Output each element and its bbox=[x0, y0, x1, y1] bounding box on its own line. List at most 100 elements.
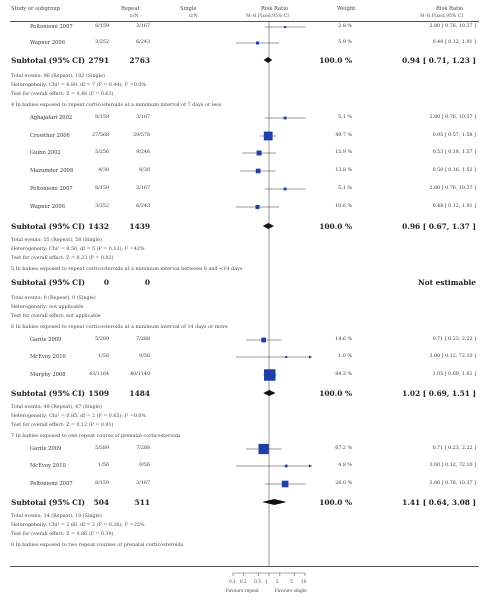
weight-value: 5.9 % bbox=[338, 40, 352, 45]
risk-ratio-ci: Not estimable bbox=[417, 278, 476, 287]
effect-marker bbox=[283, 187, 287, 191]
study-row: McEvoy 2010 1/56 0/56 4.8 % 3.00 [ 0.12, 72.… bbox=[0, 461, 489, 473]
ci-arrow bbox=[309, 464, 312, 468]
effect-marker bbox=[258, 443, 269, 455]
weight-value: 67.2 % bbox=[335, 446, 352, 451]
effect-marker bbox=[284, 25, 287, 29]
risk-ratio-ci: 0.53 [ 0.18, 1.57 ] bbox=[432, 150, 476, 155]
single-events: 9/246 bbox=[136, 150, 150, 155]
study-row: Peltoniemi 2007 8/159 3/167 28.0 % 2.80 [ 0.… bbox=[0, 479, 489, 491]
effect-marker bbox=[256, 41, 260, 45]
summary-note: Total events: 14 (Repeat), 10 (Single) bbox=[11, 514, 102, 519]
risk-ratio-ci: 3.00 [ 0.12, 72.10 ] bbox=[429, 463, 476, 468]
study-name: Garite 2009 bbox=[30, 446, 62, 452]
repeat-events: 1509 bbox=[88, 389, 109, 398]
risk-ratio-ci: 0.48 [ 0.12, 1.91 ] bbox=[432, 204, 476, 209]
repeat-events: 5/289 bbox=[95, 446, 109, 451]
risk-ratio-ci: 2.80 [ 0.76, 10.37 ] bbox=[429, 186, 476, 191]
single-events: 40/1140 bbox=[130, 372, 150, 377]
repeat-events: 0 bbox=[103, 278, 109, 287]
repeat-events: 1432 bbox=[88, 222, 109, 231]
subtotal-row: Subtotal (95% CI) 2791 2763 100.0 % 0.94 [ 0… bbox=[0, 55, 489, 67]
header-rule bbox=[10, 21, 479, 22]
header-risk-ratio-2: Risk Ratio bbox=[436, 6, 464, 12]
single-events: 8/38 bbox=[139, 168, 150, 173]
effect-marker bbox=[261, 337, 267, 343]
study-row: Wapner 2006 3/252 6/243 5.9 % 0.48 [ 0.12, 1… bbox=[0, 38, 489, 50]
pooled-diamond bbox=[263, 390, 276, 396]
header-single: Single bbox=[180, 6, 197, 12]
subgroup-title: 5 In babies exposed to repeat corticoste… bbox=[11, 266, 243, 272]
summary-note: Heterogeneity: Chi² = 0.85, df = 2 (P = … bbox=[11, 414, 147, 419]
single-events: 7/288 bbox=[136, 337, 150, 342]
risk-ratio-ci: 2.80 [ 0.76, 10.37 ] bbox=[429, 481, 476, 486]
single-events: 0/56 bbox=[139, 354, 150, 359]
single-events: 6/243 bbox=[136, 40, 150, 45]
weight-value: 10.6 % bbox=[335, 204, 352, 209]
risk-ratio-ci: 0.71 [ 0.23, 2.22 ] bbox=[432, 446, 476, 451]
single-events: 1439 bbox=[129, 222, 150, 231]
header-repeat: Repeat bbox=[121, 6, 140, 12]
single-events: 29/578 bbox=[133, 133, 150, 138]
study-name: Peltoniemi 2007 bbox=[30, 186, 73, 192]
weight-value: 4.8 % bbox=[338, 463, 352, 468]
header-rr2-method: M-H,Fixed,95% CI bbox=[420, 14, 464, 19]
single-events: 511 bbox=[134, 498, 150, 507]
summary-note: Total events: 0 (Repeat), 0 (Single) bbox=[11, 296, 96, 301]
weight-value: 100.0 % bbox=[319, 498, 352, 507]
subgroup-title: 4 In babies exposed to repeat corticoste… bbox=[11, 102, 222, 108]
study-name: Murphy 2008 bbox=[30, 372, 66, 378]
pooled-diamond bbox=[262, 499, 287, 505]
study-row: Peltoniemi 2007 8/159 3/167 5.1 % 2.80 [ 0.7… bbox=[0, 184, 489, 196]
study-name: Subtotal (95% CI) bbox=[11, 498, 86, 507]
repeat-events: 2791 bbox=[88, 56, 109, 65]
ci-arrow bbox=[309, 355, 312, 359]
summary-note: Test for overall effect: Z = 0.23 (P = 0… bbox=[11, 256, 114, 261]
risk-ratio-ci: 0.96 [ 0.67, 1.37 ] bbox=[402, 222, 476, 231]
summary-note: Test for overall effect: not applicable bbox=[11, 314, 101, 319]
weight-value: 1.0 % bbox=[338, 354, 352, 359]
weight-value: 49.7 % bbox=[335, 133, 352, 138]
risk-ratio-ci: 1.05 [ 0.69, 1.61 ] bbox=[432, 372, 476, 377]
effect-marker bbox=[284, 464, 288, 468]
summary-note: Heterogeneity: Chi² = 6.89, df = 7 (P = … bbox=[11, 83, 147, 88]
header-weight: Weight bbox=[337, 6, 356, 12]
subgroup-title: 8 In babies exposed to two repeat course… bbox=[11, 542, 184, 548]
summary-note: Total events: 96 (Repeat), 102 (Single) bbox=[11, 74, 105, 79]
effect-marker bbox=[285, 356, 288, 358]
repeat-events: 8/159 bbox=[95, 186, 109, 191]
x-tick-label: 1 bbox=[265, 580, 268, 585]
single-events: 3/167 bbox=[136, 115, 150, 120]
study-name: Subtotal (95% CI) bbox=[11, 278, 86, 287]
risk-ratio-ci: 1.41 [ 0.64, 3.08 ] bbox=[402, 498, 476, 507]
single-events: 3/167 bbox=[136, 24, 150, 29]
effect-marker bbox=[281, 480, 289, 488]
study-row: Crowther 2006 27/568 29/578 49.7 % 0.95 [ 0.… bbox=[0, 131, 489, 143]
weight-value: 13.8 % bbox=[335, 168, 352, 173]
effect-marker bbox=[256, 150, 262, 156]
study-name: McEvoy 2010 bbox=[30, 463, 66, 469]
weight-value: 5.1 % bbox=[338, 186, 352, 191]
study-name: McEvoy 2010 bbox=[30, 354, 66, 360]
study-name: Aghajafari 2002 bbox=[30, 115, 73, 121]
summary-note: Heterogeneity: Chi² = 2.66, df = 2 (P = … bbox=[11, 523, 145, 528]
x-tick-label: 5 bbox=[290, 580, 293, 585]
effect-marker bbox=[264, 369, 276, 381]
repeat-events: 5/256 bbox=[95, 150, 109, 155]
effect-marker bbox=[263, 131, 273, 141]
study-row: Mazumder 2008 4/38 8/38 13.8 % 0.50 [ 0.16, … bbox=[0, 166, 489, 178]
single-events: 6/243 bbox=[136, 204, 150, 209]
favours-repeat-label: Favours repeat bbox=[226, 589, 259, 594]
risk-ratio-ci: 0.71 [ 0.23, 2.22 ] bbox=[432, 337, 476, 342]
effect-marker bbox=[255, 168, 261, 174]
subtotal-row: Subtotal (95% CI) 1509 1484 100.0 % 1.02 [ 0… bbox=[0, 388, 489, 400]
study-row: McEvoy 2010 1/56 0/56 1.0 % 3.00 [ 0.12, 72.… bbox=[0, 352, 489, 364]
weight-value: 28.0 % bbox=[335, 481, 352, 486]
effect-marker bbox=[255, 204, 260, 210]
weight-value: 5.1 % bbox=[338, 115, 352, 120]
subgroup-title: 6 In babies exposed to repeat corticoste… bbox=[11, 324, 228, 330]
summary-note: Heterogeneity: not applicable bbox=[11, 305, 84, 310]
x-tick-label: 0.2 bbox=[239, 580, 247, 585]
single-events: 0 bbox=[144, 278, 150, 287]
risk-ratio-ci: 2.80 [ 0.76, 10.37 ] bbox=[429, 24, 476, 29]
